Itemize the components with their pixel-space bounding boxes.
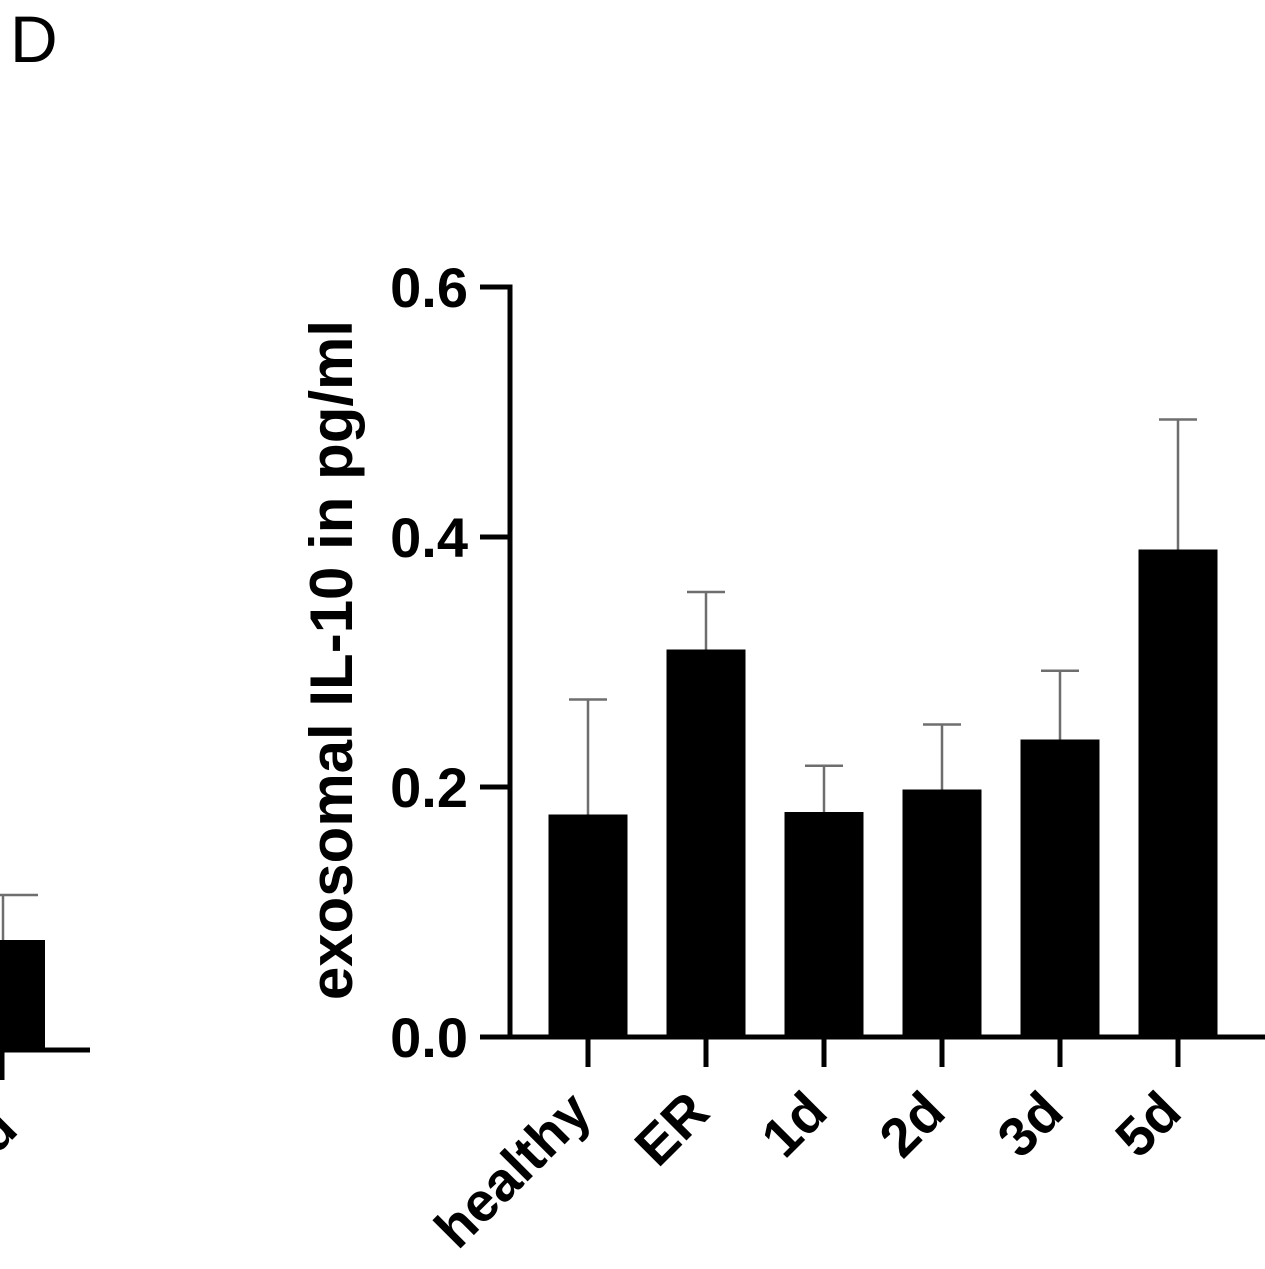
x-tick-label-2d: 2d	[867, 1080, 956, 1169]
error-bar-2d	[923, 723, 961, 790]
x-ticks: healthy ER 1d 2d 3d 5d	[422, 1037, 1192, 1260]
error-bar-1d	[805, 764, 843, 812]
x-tick-label-er: ER	[623, 1080, 721, 1178]
y-tick-label-0: 0.0	[390, 1006, 468, 1069]
partial-left-chart: d	[0, 893, 90, 1165]
y-tick-label-2: 0.4	[390, 506, 468, 569]
error-bar-healthy	[569, 698, 607, 815]
y-ticks: 0.0 0.2 0.4 0.6	[390, 256, 510, 1069]
bar-2d	[902, 789, 982, 1037]
bar-1d	[784, 812, 864, 1037]
y-tick-label-1: 0.2	[390, 756, 468, 819]
bar-er	[666, 649, 746, 1037]
x-tick-label-3d: 3d	[985, 1080, 1074, 1169]
error-bars	[569, 418, 1197, 815]
partial-bar	[0, 940, 45, 1050]
bars	[548, 549, 1218, 1037]
bar-chart: exosomal IL-10 in pg/ml 0.0 0.2 0.4 0.6 hea…	[298, 256, 1265, 1260]
x-tick-label-1d: 1d	[749, 1080, 838, 1169]
bar-healthy	[548, 814, 628, 1037]
bar-3d	[1020, 739, 1100, 1037]
panel-label: D	[10, 2, 58, 76]
y-axis-title: exosomal IL-10 in pg/ml	[298, 320, 365, 1000]
error-bar-3d	[1041, 669, 1079, 740]
x-tick-label-5d: 5d	[1103, 1080, 1192, 1169]
partial-x-tick-label: d	[0, 1097, 28, 1165]
error-bar-er	[687, 590, 725, 650]
y-tick-label-3: 0.6	[390, 256, 468, 319]
x-tick-label-healthy: healthy	[422, 1079, 602, 1259]
error-bar-5d	[1159, 418, 1197, 550]
bar-5d	[1138, 549, 1218, 1037]
